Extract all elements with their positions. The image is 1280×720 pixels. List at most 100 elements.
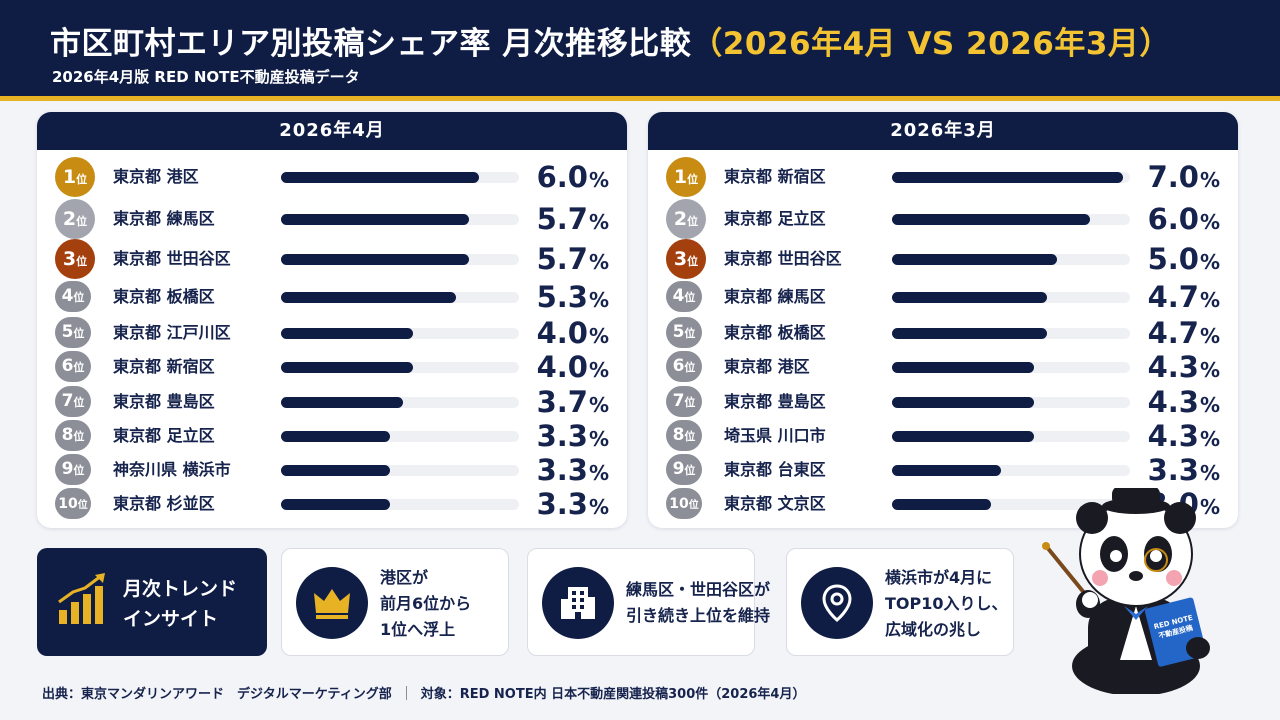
share-number: 3.7 — [536, 385, 588, 419]
rank-number: 1 — [62, 166, 77, 188]
area-name: 東京都 板橋区 — [724, 323, 826, 342]
share-number: 5.7 — [536, 202, 588, 236]
rank-number: 5 — [672, 322, 685, 342]
share-bar — [281, 254, 469, 265]
rank-badge: 4位 — [55, 281, 91, 312]
rank-suffix: 位 — [684, 464, 696, 477]
bar-track — [281, 214, 519, 225]
share-unit: % — [1199, 461, 1220, 485]
title-main: 市区町村エリア別投稿シェア率 月次推移比較 — [50, 26, 692, 62]
ranking-row: 1位 東京都 港区 6.0% — [37, 157, 627, 197]
insight-text-3: 横浜市が4月に TOP10入りし、 広域化の兆し — [885, 568, 1008, 639]
share-unit: % — [1199, 210, 1220, 234]
rank-badge: 8位 — [666, 420, 702, 451]
rank-number: 4 — [61, 286, 74, 306]
share-unit: % — [588, 427, 609, 451]
rank-number: 2 — [673, 208, 688, 230]
bar-track — [281, 328, 519, 339]
rank-suffix: 位 — [73, 430, 85, 443]
share-number: 3.3 — [1147, 453, 1199, 487]
rank-number: 3 — [673, 248, 688, 270]
share-unit: % — [588, 495, 609, 519]
area-name: 東京都 板橋区 — [113, 287, 215, 306]
rank-suffix: 位 — [76, 215, 88, 228]
share-unit: % — [588, 250, 609, 274]
share-value: 7.0% — [1148, 160, 1220, 199]
share-bar — [892, 431, 1034, 442]
april-panel-title: 2026年4月 — [37, 112, 627, 150]
bar-track — [892, 254, 1130, 265]
share-bar — [281, 214, 469, 225]
area-name: 東京都 港区 — [113, 167, 199, 186]
share-unit: % — [1199, 250, 1220, 274]
share-value: 3.3% — [537, 487, 609, 526]
location-icon-circle — [801, 567, 873, 639]
rank-badge: 6位 — [666, 351, 702, 382]
footer-target: 対象：RED NOTE内 日本不動産関連投稿300件（2026年4月） — [420, 687, 806, 702]
rank-badge: 7位 — [55, 386, 91, 417]
insight-heading: 月次トレンド インサイト — [123, 578, 238, 630]
share-unit: % — [588, 288, 609, 312]
insight-card-building: 練馬区・世田谷区が 引き続き上位を維持 — [527, 548, 770, 656]
area-name: 東京都 港区 — [724, 357, 810, 376]
share-bar — [892, 397, 1034, 408]
rank-suffix: 位 — [684, 327, 696, 340]
rank-suffix: 位 — [687, 255, 699, 268]
rank-suffix: 位 — [76, 173, 88, 186]
rank-suffix: 位 — [77, 500, 88, 511]
share-bar — [281, 292, 456, 303]
rank-suffix: 位 — [73, 361, 85, 374]
area-name: 東京都 世田谷区 — [724, 249, 842, 268]
share-number: 6.0 — [1147, 202, 1199, 236]
share-value: 4.0% — [537, 316, 609, 355]
share-value: 6.0% — [1148, 202, 1220, 241]
bar-track — [892, 214, 1130, 225]
rank-badge: 8位 — [55, 420, 91, 451]
area-name: 埼玉県 川口市 — [724, 426, 826, 445]
area-name: 東京都 新宿区 — [724, 167, 826, 186]
rank-number: 4 — [672, 286, 685, 306]
rank-badge: 3位 — [55, 239, 95, 279]
share-number: 4.0 — [536, 350, 588, 384]
share-number: 4.3 — [1147, 350, 1199, 384]
rank-badge: 1位 — [666, 157, 706, 197]
insight-heading-box: 月次トレンド インサイト — [37, 548, 267, 656]
share-value: 4.0% — [537, 350, 609, 389]
rank-number: 5 — [61, 322, 74, 342]
ranking-row: 2位 東京都 足立区 6.0% — [648, 199, 1238, 239]
share-value: 3.3% — [537, 453, 609, 492]
share-value: 5.3% — [537, 280, 609, 319]
share-value: 4.3% — [1148, 419, 1220, 458]
rank-number: 7 — [61, 391, 74, 411]
share-unit: % — [588, 168, 609, 192]
share-unit: % — [588, 358, 609, 382]
bar-track — [281, 362, 519, 373]
share-value: 3.3% — [1148, 453, 1220, 492]
bar-track — [892, 431, 1130, 442]
bar-track — [281, 292, 519, 303]
bar-track — [892, 499, 1130, 510]
share-unit: % — [588, 324, 609, 348]
rank-number: 7 — [672, 391, 685, 411]
share-number: 5.0 — [1147, 242, 1199, 276]
share-number: 4.3 — [1147, 419, 1199, 453]
rank-badge: 9位 — [666, 454, 702, 485]
area-name: 東京都 台東区 — [724, 460, 826, 479]
bar-track — [892, 362, 1130, 373]
rank-suffix: 位 — [73, 291, 85, 304]
share-number: 6.0 — [536, 160, 588, 194]
area-name: 東京都 豊島区 — [724, 392, 826, 411]
building-icon — [561, 587, 595, 619]
ranking-row: 1位 東京都 新宿区 7.0% — [648, 157, 1238, 197]
ranking-row: 6位 東京都 新宿区 4.0% — [37, 350, 627, 384]
ranking-row: 8位 埼玉県 川口市 4.3% — [648, 419, 1238, 453]
header-banner: 市区町村エリア別投稿シェア率 月次推移比較（2026年4月 VS 2026年3月… — [0, 0, 1280, 101]
rank-badge: 7位 — [666, 386, 702, 417]
rank-suffix: 位 — [73, 464, 85, 477]
share-bar — [281, 362, 413, 373]
trend-chart-icon — [58, 573, 105, 624]
share-number: 7.0 — [1147, 160, 1199, 194]
footer-separator — [405, 686, 407, 700]
share-value: 4.7% — [1148, 316, 1220, 355]
rank-number: 6 — [672, 356, 685, 376]
